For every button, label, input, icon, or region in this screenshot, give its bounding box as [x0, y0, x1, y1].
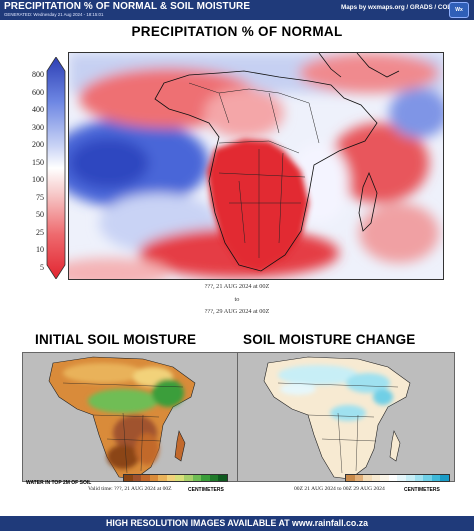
centimeters-left: CENTIMETERS [188, 487, 224, 493]
colorbar-label: 150 [32, 157, 44, 167]
colorbar-label: 75 [36, 192, 44, 202]
change-legend-swatch [354, 475, 364, 481]
soil-change-title: SOIL MOISTURE CHANGE [243, 332, 416, 347]
colorbar-label: 200 [32, 140, 44, 149]
initial-legend-swatch [175, 475, 185, 481]
colorbar-label: 800 [32, 70, 44, 79]
initial-soil-title: INITIAL SOIL MOISTURE [35, 332, 197, 347]
soil-change-map[interactable] [237, 352, 455, 482]
valid-time-right: 00Z 21 AUG 2024 to 00Z 29 AUG 2024 [294, 486, 385, 492]
colorbar-label: 5 [40, 262, 44, 272]
colorbar-label: 50 [36, 210, 44, 219]
header-bar: PRECIPITATION % OF NORMAL & SOIL MOISTUR… [0, 0, 474, 20]
initial-legend-swatch [149, 475, 159, 481]
initial-soil-map-svg [23, 353, 239, 481]
initial-legend-swatch [132, 475, 142, 481]
valid-to: to [234, 296, 240, 303]
precip-map[interactable] [68, 52, 444, 280]
colorbar-label: 100 [32, 175, 44, 184]
water-label: WATER IN TOP 2M OF SOIL [26, 480, 92, 486]
header-title: PRECIPITATION % OF NORMAL & SOIL MOISTUR… [4, 1, 251, 12]
initial-soil-legend [123, 474, 228, 482]
change-legend-swatch [380, 475, 389, 481]
initial-legend-swatch [218, 475, 227, 481]
soil-change-legend [345, 474, 450, 482]
colorbar-label: 600 [32, 87, 44, 97]
change-legend-swatch [406, 475, 415, 481]
colorbar-label: 300 [32, 122, 44, 132]
change-legend-swatch [388, 475, 398, 481]
footer-bar[interactable]: HIGH RESOLUTION IMAGES AVAILABLE AT www.… [0, 516, 474, 531]
colorbar-label: 25 [36, 227, 44, 237]
credit-link[interactable]: Maps by wxmaps.org / GRADS / COLA [341, 4, 456, 11]
generated-timestamp: GENERATED: Wednesday 21 Aug 2024 - 18:15… [4, 12, 104, 17]
change-legend-swatch [363, 475, 372, 481]
initial-legend-swatch [158, 475, 167, 481]
initial-legend-swatch [192, 475, 202, 481]
change-legend-swatch [414, 475, 424, 481]
colorbar-label: 400 [32, 105, 44, 114]
valid-time-left: Valid time: ???, 21 AUG 2024 at 00Z [88, 486, 172, 492]
change-legend-swatch [423, 475, 432, 481]
change-legend-swatch [397, 475, 407, 481]
precip-colorbar [46, 57, 66, 279]
initial-legend-swatch [124, 475, 133, 481]
valid-end: ???, 29 AUG 2024 at 00Z [204, 308, 270, 315]
precip-map-svg [69, 53, 443, 279]
initial-legend-swatch [166, 475, 176, 481]
centimeters-right: CENTIMETERS [404, 487, 440, 493]
valid-start: ???, 21 AUG 2024 at 00Z [204, 283, 270, 290]
initial-legend-swatch [209, 475, 219, 481]
initial-legend-swatch [201, 475, 210, 481]
change-legend-swatch [440, 475, 449, 481]
initial-soil-map[interactable] [22, 352, 240, 482]
wxmaps-logo-icon: Wx [449, 2, 469, 18]
change-legend-swatch [346, 475, 355, 481]
colorbar-label: 10 [36, 245, 44, 254]
precip-title: PRECIPITATION % OF NORMAL [131, 24, 343, 39]
soil-change-map-svg [238, 353, 454, 481]
initial-legend-swatch [141, 475, 150, 481]
change-legend-swatch [371, 475, 381, 481]
change-legend-swatch [431, 475, 441, 481]
initial-legend-swatch [184, 475, 193, 481]
